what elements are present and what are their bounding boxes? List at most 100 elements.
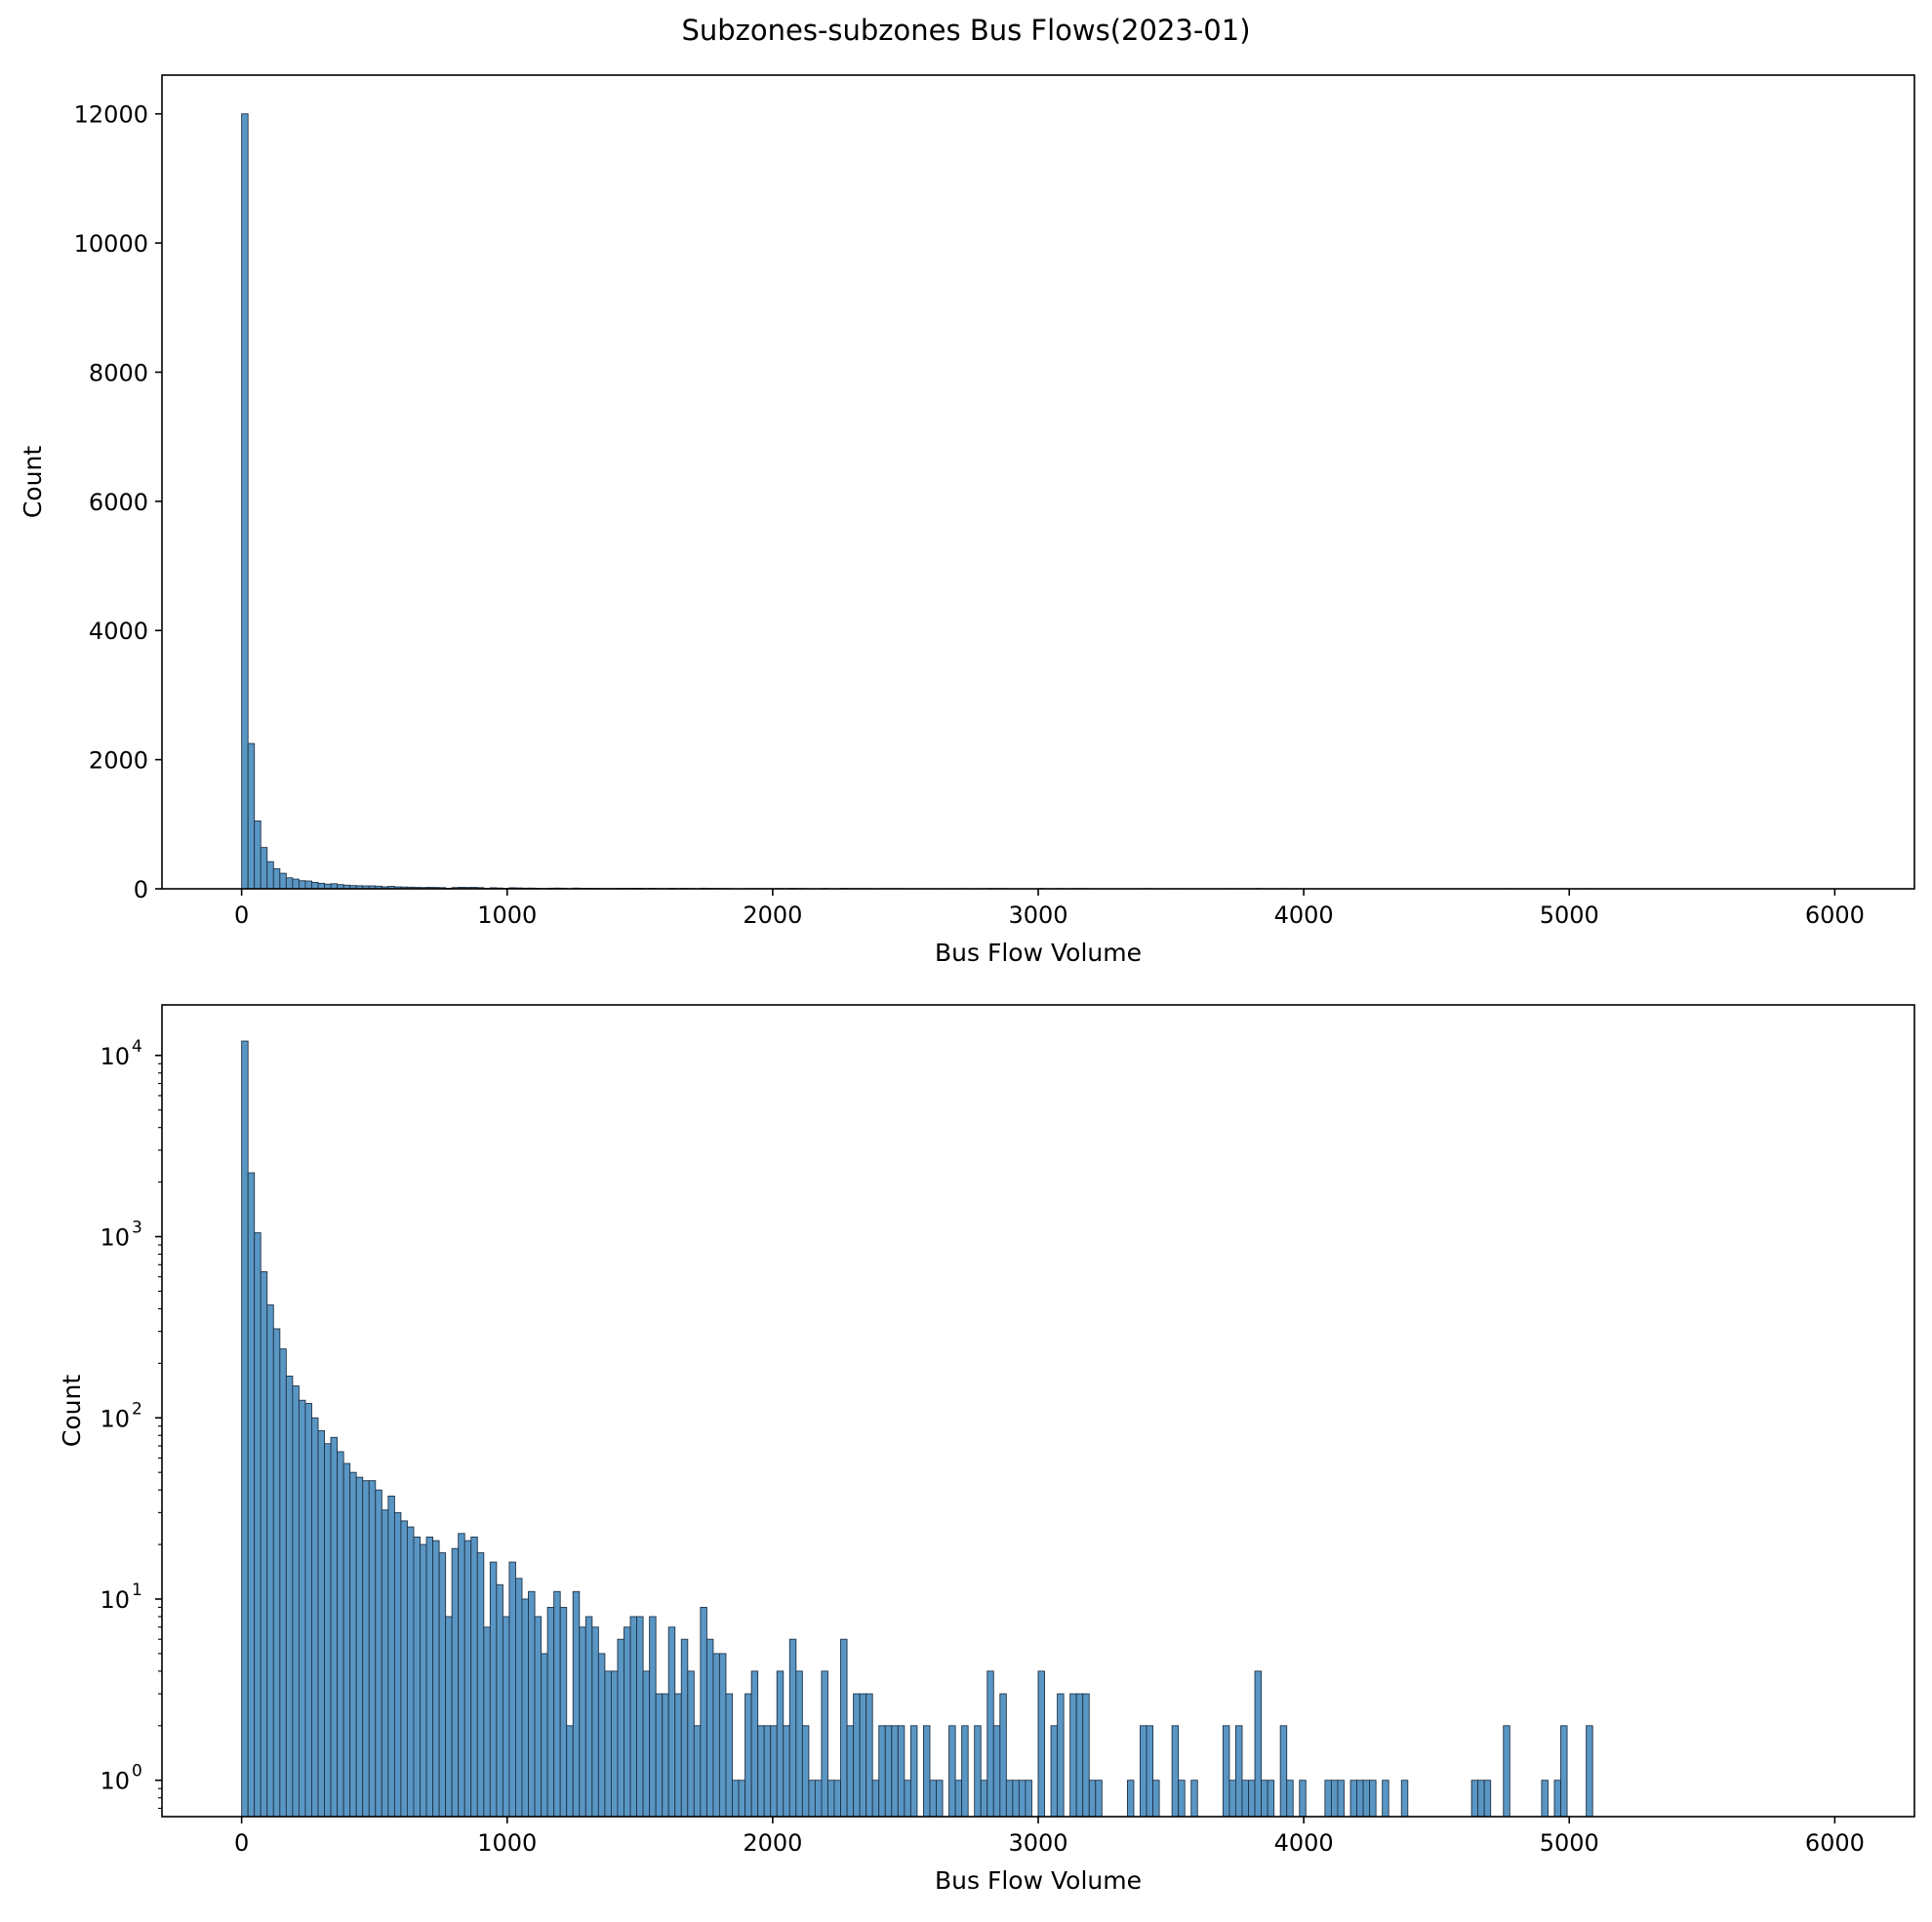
histogram-bar	[304, 1403, 312, 1818]
histogram-bar	[451, 1547, 460, 1818]
x-tick-label: 3000	[1008, 901, 1067, 929]
histogram-bar	[266, 1304, 274, 1818]
histogram-bar	[458, 1533, 465, 1818]
histogram-bar	[700, 1607, 707, 1818]
histogram-bar	[476, 1552, 485, 1818]
histogram-bar	[1095, 1780, 1103, 1818]
histogram-bar	[1254, 1670, 1263, 1818]
y-axis-label: Count	[19, 446, 47, 518]
histogram-bar	[546, 1607, 555, 1818]
histogram-bar	[649, 1616, 657, 1818]
histogram-bar	[534, 1616, 543, 1818]
histogram-bar	[840, 1638, 848, 1818]
histogram-bar	[757, 1725, 765, 1818]
x-tick-label: 2000	[743, 901, 802, 929]
histogram-bar	[827, 1780, 835, 1818]
histogram-bar	[317, 1429, 325, 1818]
histogram-bar	[1586, 1725, 1593, 1818]
histogram-bar	[298, 1399, 306, 1818]
x-axis-label: Bus Flow Volume	[935, 939, 1142, 967]
histogram-bar	[375, 1489, 382, 1818]
histogram-bar	[904, 1780, 911, 1818]
histogram-bar	[814, 1780, 823, 1818]
histogram-bar	[425, 1536, 434, 1818]
histogram-bar	[1356, 1780, 1364, 1818]
histogram-bar	[566, 1725, 574, 1818]
histogram-bar	[738, 1780, 746, 1818]
histogram-bar	[770, 1725, 778, 1818]
histogram-bar	[368, 1480, 377, 1818]
histogram-bar	[986, 1670, 994, 1818]
histogram-bar	[693, 1725, 702, 1818]
histogram-bar	[254, 1232, 262, 1818]
histogram-bar	[272, 868, 281, 890]
linear-count-histogram-panel: 0 1000 2000 3000 4000 5000 6000 0 2000 4000 6000 80…	[19, 74, 1915, 967]
histogram-bar	[1362, 1780, 1371, 1818]
histogram-bar	[337, 1451, 344, 1818]
histogram-bar	[272, 1328, 281, 1818]
histogram-bar	[1152, 1780, 1160, 1818]
histogram-bar	[1470, 1780, 1479, 1818]
histogram-bar	[992, 1725, 1001, 1818]
histogram-bar	[1400, 1780, 1409, 1818]
histogram-bar	[1025, 1780, 1032, 1818]
histogram-bar	[776, 1670, 785, 1818]
histogram-bar	[1299, 1780, 1307, 1818]
histogram-bar	[285, 877, 294, 890]
histogram-bar	[470, 1536, 478, 1818]
histogram-bar	[936, 1780, 944, 1818]
histogram-bar	[961, 1725, 969, 1818]
histogram-bar	[763, 1725, 772, 1818]
histogram-bar	[610, 1670, 619, 1818]
histogram-bar	[553, 1590, 561, 1818]
y-tick-label: 6000	[89, 489, 148, 516]
histogram-bar	[1037, 1670, 1045, 1818]
x-tick-label: 0	[234, 901, 249, 929]
histogram-bar	[999, 1693, 1007, 1818]
histogram-bar	[865, 1693, 873, 1818]
histogram-bar	[496, 1583, 503, 1818]
histogram-bar	[1082, 1693, 1090, 1818]
histogram-bar	[629, 1616, 638, 1818]
histogram-bar	[1248, 1780, 1256, 1818]
histogram-bar	[381, 1509, 389, 1818]
histogram-bar	[362, 1480, 370, 1818]
histogram-bar	[515, 1578, 523, 1818]
y-tick-label: 2000	[89, 747, 148, 775]
histogram-bar	[1171, 1725, 1180, 1818]
histogram-bar	[298, 880, 306, 890]
x-tick-label: 5000	[1540, 901, 1599, 929]
histogram-bar	[584, 1616, 593, 1818]
y-tick-label: 10	[100, 1768, 130, 1795]
histogram-bar	[1286, 1780, 1294, 1818]
histogram-bar	[572, 1590, 581, 1818]
y-tick-exponent: 4	[132, 1037, 142, 1057]
y-tick-label: 8000	[89, 359, 148, 386]
y-tick-label: 10	[100, 1043, 130, 1070]
x-tick-label: 1000	[477, 1829, 537, 1857]
histogram-bar	[680, 1638, 689, 1818]
histogram-bar	[954, 1780, 963, 1818]
histogram-bar	[1146, 1725, 1154, 1818]
histogram-bar	[260, 847, 268, 890]
histogram-bar	[413, 1536, 421, 1818]
histogram-bar	[1088, 1780, 1097, 1818]
histogram-bar	[712, 1653, 720, 1818]
histogram-bar	[508, 1561, 516, 1818]
histogram-bar	[909, 1725, 918, 1818]
histogram-bar	[1075, 1693, 1084, 1818]
histogram-bar	[317, 882, 325, 890]
histogram-bar	[922, 1725, 931, 1818]
histogram-bar	[1005, 1780, 1014, 1818]
x-tick-label: 6000	[1805, 901, 1865, 929]
histogram-bar	[502, 1616, 510, 1818]
histogram-bar	[393, 1511, 402, 1818]
histogram-bar	[833, 1780, 841, 1818]
histogram-bar	[662, 1693, 669, 1818]
histogram-bar	[980, 1780, 988, 1818]
histogram-bar	[667, 1626, 676, 1818]
histogram-bar	[745, 1693, 752, 1818]
histogram-bar	[285, 1375, 294, 1818]
histogram-bar	[1018, 1780, 1026, 1818]
